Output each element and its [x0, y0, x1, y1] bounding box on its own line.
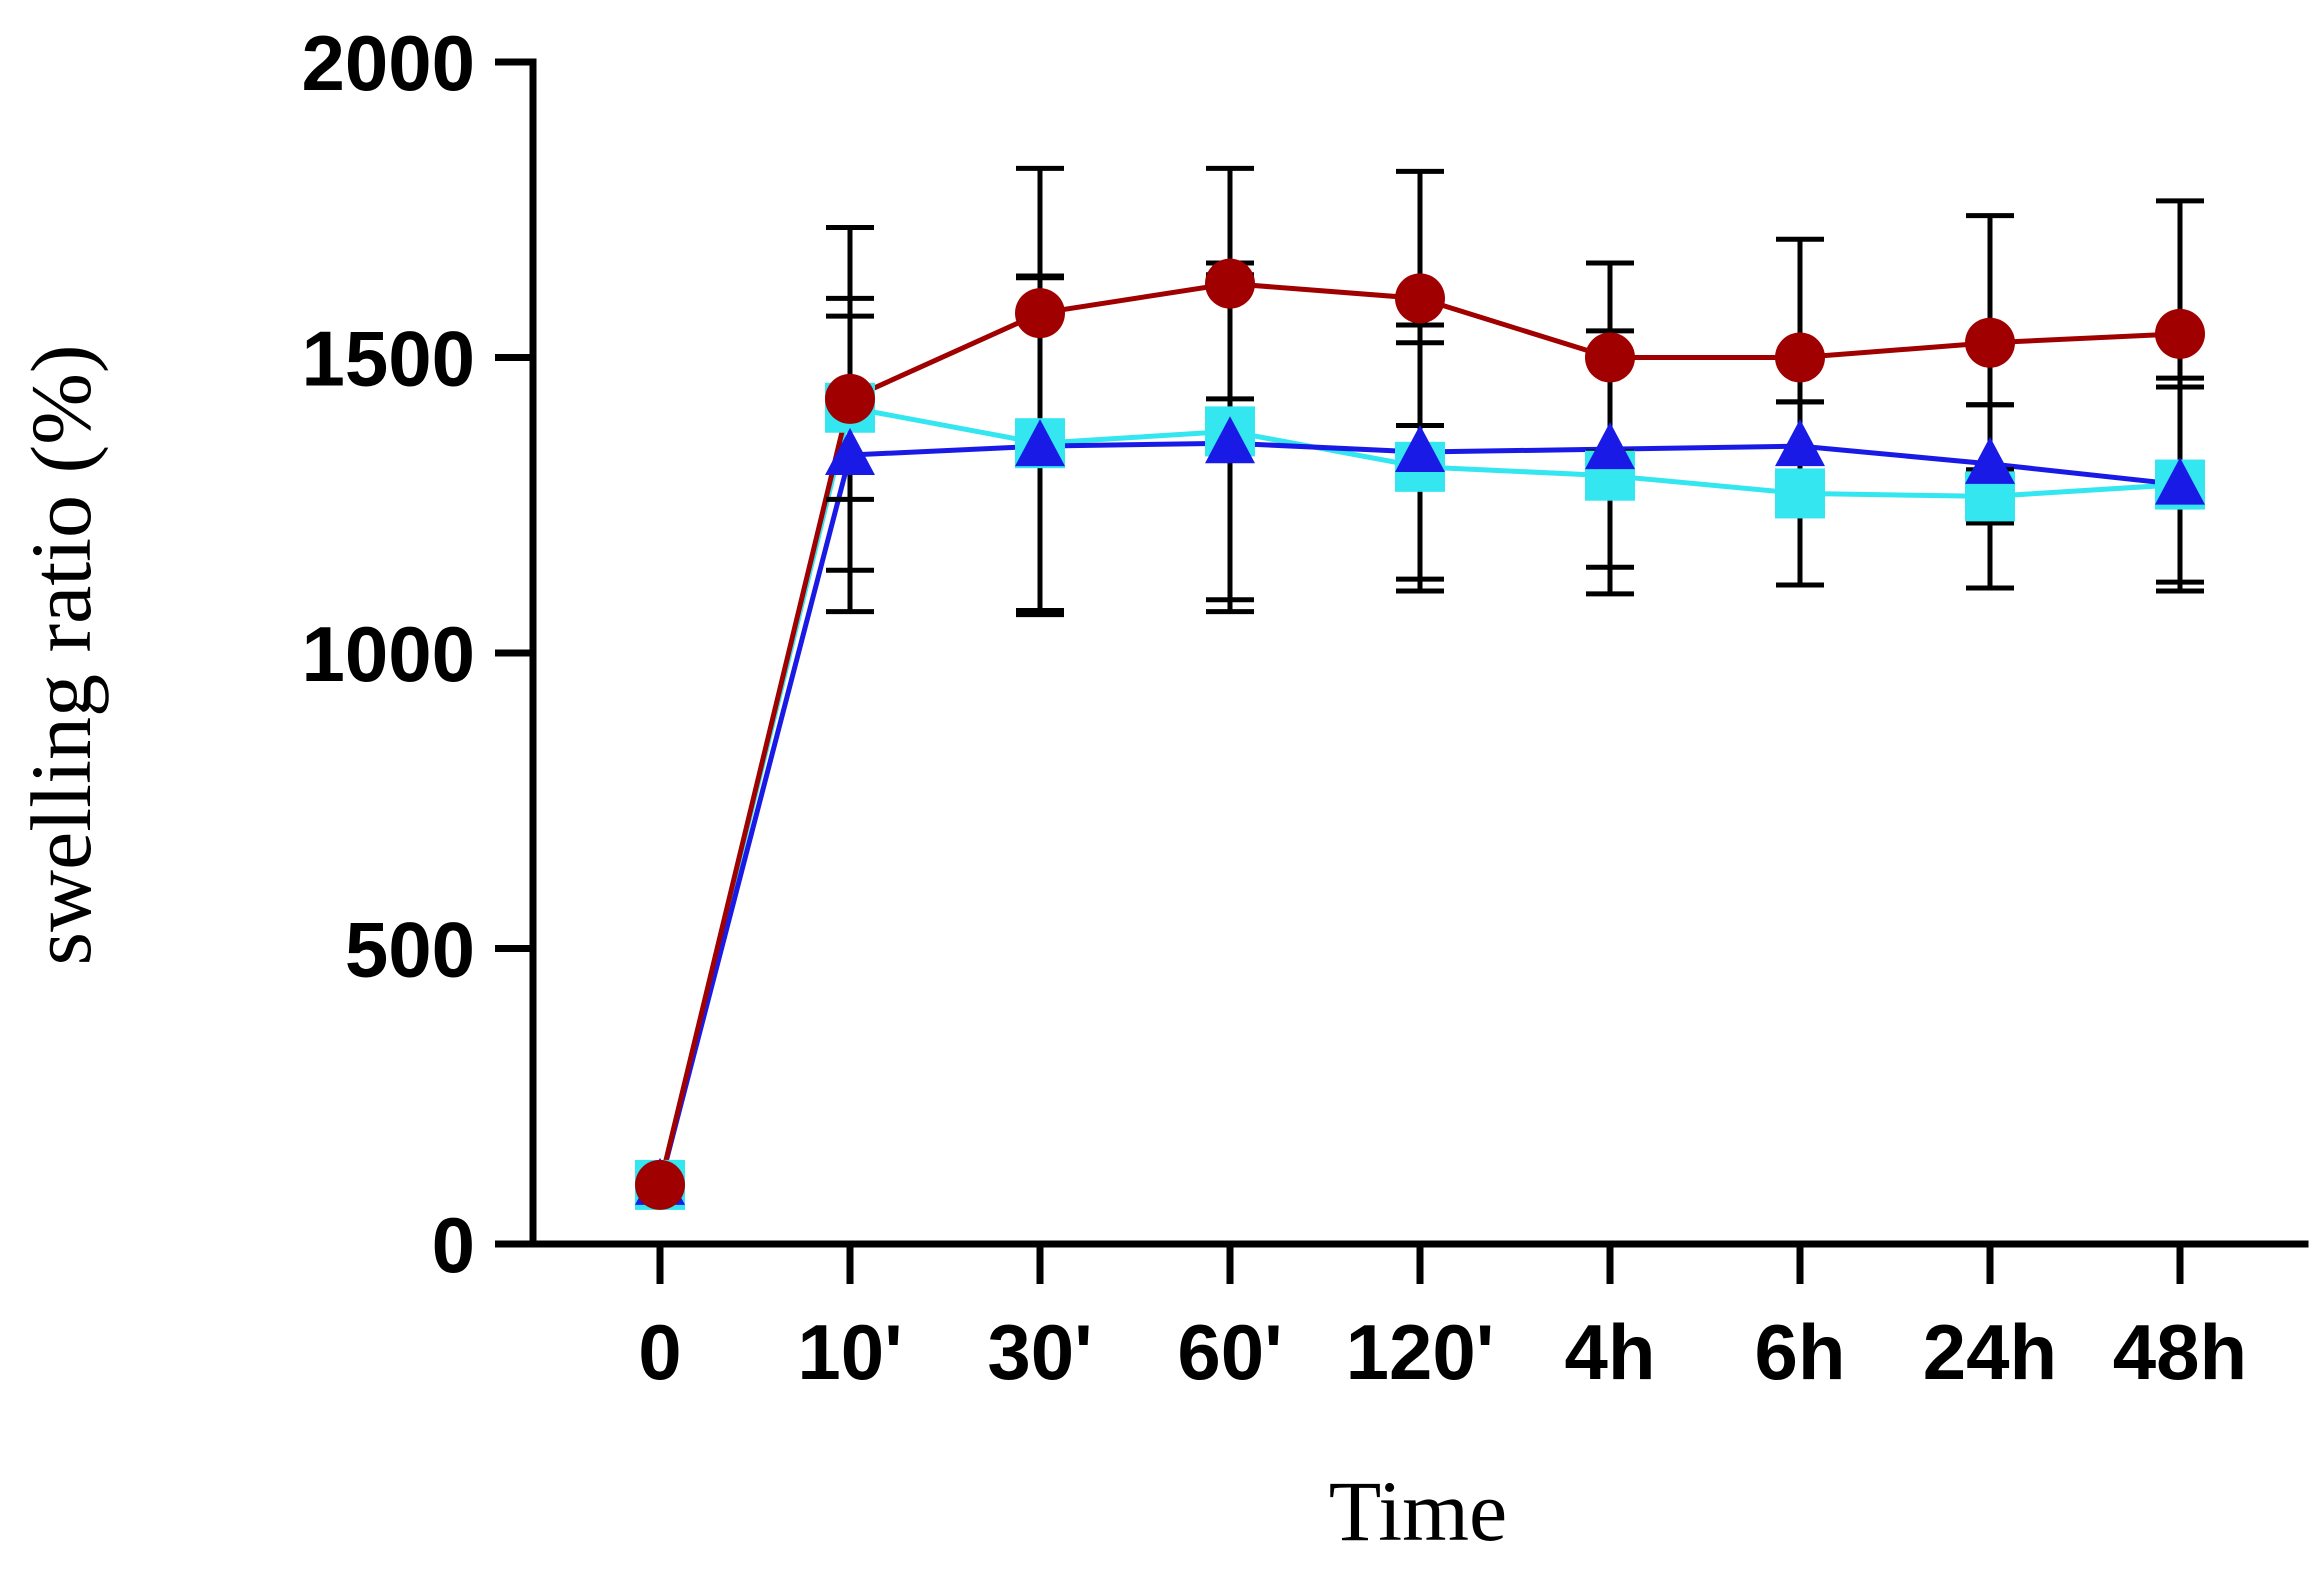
- x-tick-label: 30': [987, 1308, 1092, 1396]
- x-tick-label: 24h: [1923, 1308, 2057, 1396]
- red-circles-point: [2155, 308, 2205, 359]
- blue-triangles-point: [1585, 422, 1635, 470]
- red-circles-point: [1965, 317, 2015, 368]
- series-markers: [635, 258, 2205, 1210]
- y-tick-label: 1500: [301, 315, 475, 403]
- blue-triangles-point: [825, 428, 875, 476]
- y-axis-title: swelling ratio (%): [13, 345, 109, 966]
- red-circles-point: [1015, 288, 1065, 339]
- x-tick-label: 4h: [1564, 1308, 1655, 1396]
- red-circles-point: [1775, 332, 1825, 383]
- blue-triangles-point: [1395, 425, 1445, 473]
- y-ticks: 0 500 1000 1500 2000: [301, 19, 533, 1289]
- blue-triangles-point: [1205, 416, 1255, 464]
- error-bars: [826, 165, 2204, 618]
- x-tick-label: 6h: [1754, 1308, 1845, 1396]
- blue-triangles-point: [1965, 436, 2015, 484]
- x-tick-label: 60': [1177, 1308, 1282, 1396]
- y-tick-label: 500: [345, 906, 475, 994]
- x-tick-label: 10': [797, 1308, 902, 1396]
- y-tick-label: 1000: [301, 610, 475, 698]
- red-circles-point: [1205, 258, 1255, 309]
- red-circles-point: [635, 1159, 685, 1210]
- blue-triangles-point: [1015, 419, 1065, 467]
- y-tick-label: 0: [432, 1201, 475, 1289]
- x-axis-title: Time: [1329, 1463, 1507, 1559]
- x-tick-label: 48h: [2113, 1308, 2247, 1396]
- red-circles-point: [1585, 332, 1635, 383]
- blue-triangles-point: [2155, 457, 2205, 505]
- cyan-squares-point: [1775, 468, 1825, 519]
- series-layer: [635, 165, 2205, 1210]
- red-circles-point: [1395, 273, 1445, 324]
- y-tick-label: 2000: [301, 19, 475, 107]
- x-ticks: 0 10' 30' 60' 120' 4h 6h 24h 48h: [638, 1244, 2247, 1396]
- blue-triangles-point: [1775, 419, 1825, 467]
- x-tick-label: 0: [638, 1308, 681, 1396]
- x-tick-label: 120': [1346, 1308, 1495, 1396]
- red-circles-point: [825, 373, 875, 424]
